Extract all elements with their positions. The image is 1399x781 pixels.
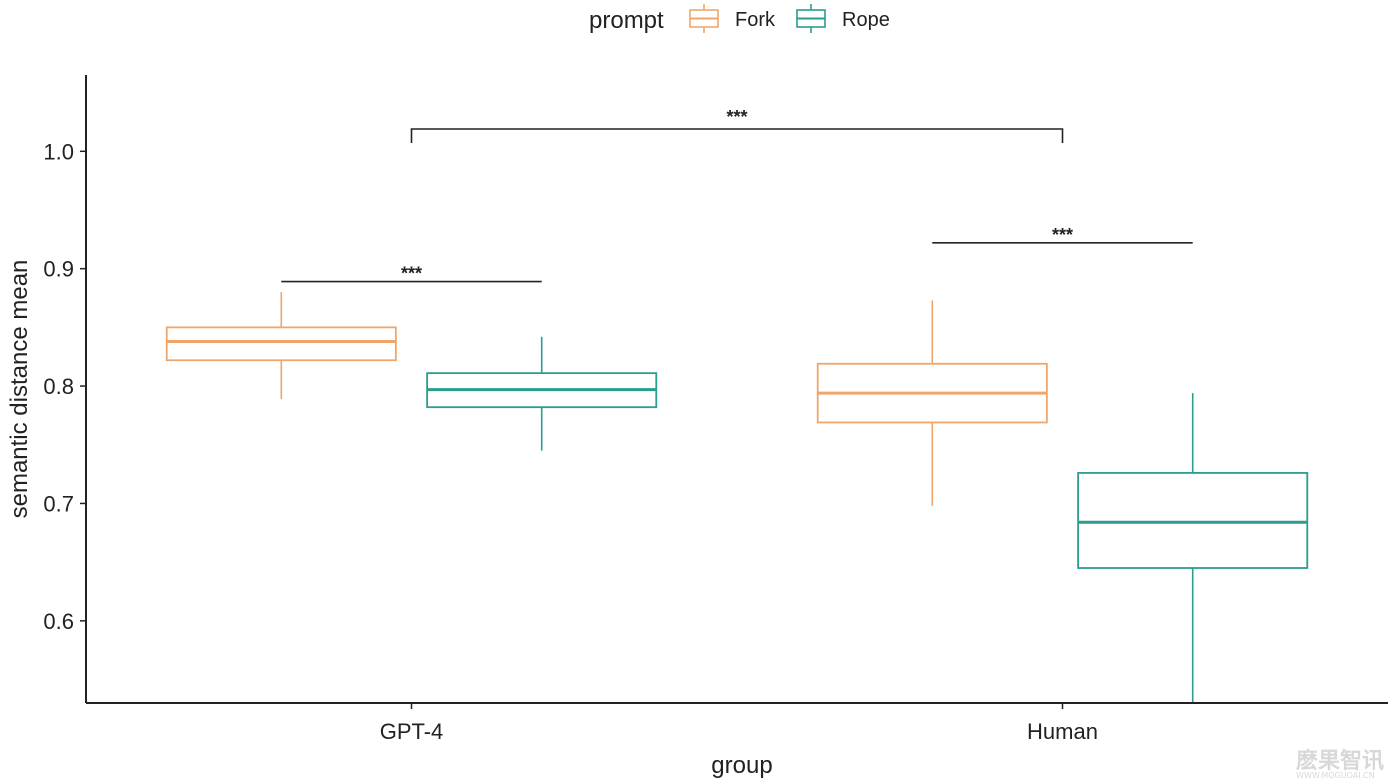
plot-area: *** *** *** 0.6 0.7 0.8 0.9 1.0 GPT-4 Human [43,75,1388,744]
legend-items: Fork Rope [689,4,890,33]
legend-label: Fork [735,9,776,31]
y-tick-label: 0.6 [43,609,74,634]
x-tick-label: Human [1027,719,1098,744]
y-tick-label: 1.0 [43,139,74,164]
legend-item-fork: Fork [689,4,776,33]
watermark: 麽果智讯 WWW.MOGUOAI.CN [1296,748,1384,780]
legend-label: Rope [842,9,890,31]
y-tick-label: 0.7 [43,491,74,516]
box-fork-human [816,300,1048,506]
significance-label: *** [401,264,422,284]
box-rope-human [1077,393,1309,703]
watermark-subtext: WWW.MOGUOAI.CN [1296,771,1375,780]
legend: prompt Fork Rope [589,4,890,34]
significance-annotation: *** [932,225,1193,245]
x-axis-title: group [711,752,772,779]
significance-label: *** [726,107,747,127]
significance-annotation: *** [281,264,542,284]
legend-item-rope: Rope [796,4,890,33]
box-body [1077,472,1309,569]
y-tick-label: 0.8 [43,374,74,399]
y-axis-title: semantic distance mean [6,260,33,519]
x-tick-label: GPT-4 [380,719,444,744]
axes: 0.6 0.7 0.8 0.9 1.0 GPT-4 Human [43,75,1388,744]
annotations: *** *** *** [281,107,1193,284]
legend-title: prompt [589,7,664,34]
boxes [165,292,1309,703]
box-body [165,326,397,362]
significance-label: *** [1052,225,1073,245]
watermark-text: 麽果智讯 [1296,748,1384,774]
box-rope-gpt-4 [426,336,658,451]
significance-annotation: *** [410,107,1064,143]
y-tick-label: 0.9 [43,257,74,282]
bracket-line [410,128,1064,143]
box-fork-gpt-4 [165,292,397,399]
